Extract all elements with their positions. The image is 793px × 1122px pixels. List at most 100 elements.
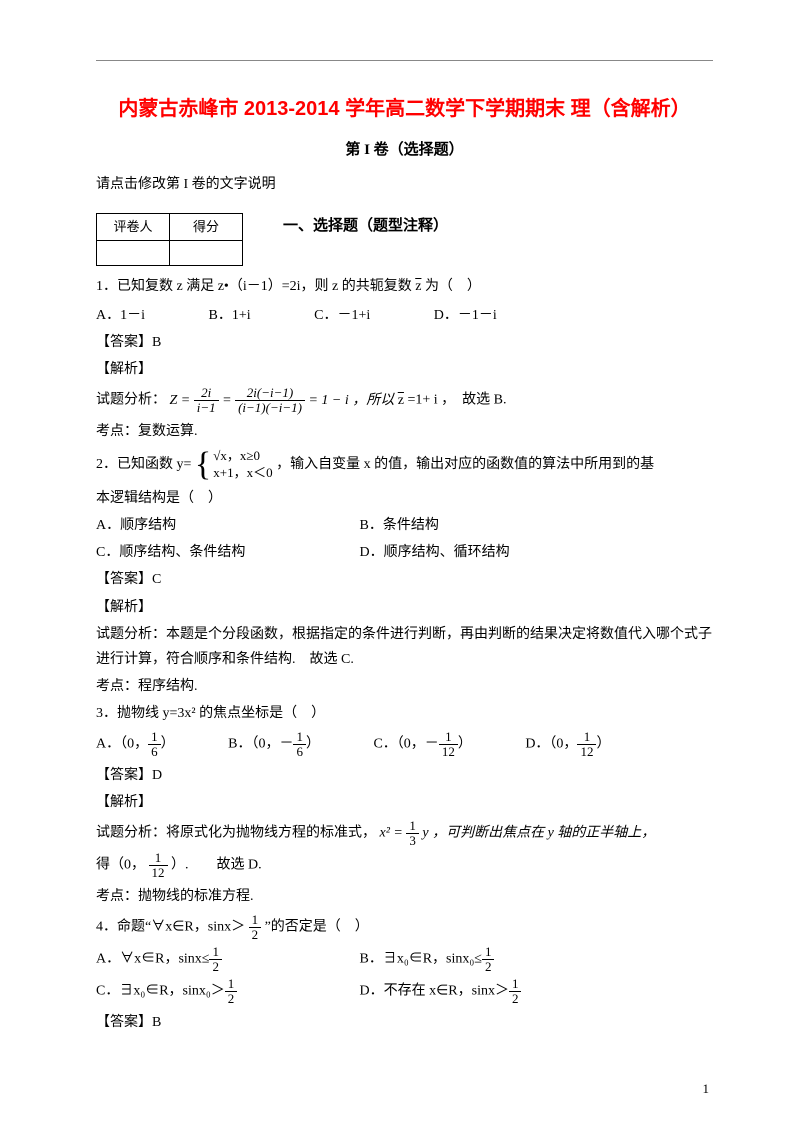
page-number: 1 <box>703 1077 710 1100</box>
q3-kaodian: 考点：抛物线的标准方程. <box>96 884 713 909</box>
q1-f1n: 2i <box>194 386 219 401</box>
q3-ana-c-a: 得（0， <box>96 858 145 873</box>
q4-stem-a: 4．命题“∀x∈R，sinx＞ <box>96 919 245 934</box>
q3-a-r: ） <box>161 737 175 752</box>
q3-b-r: ） <box>306 737 320 752</box>
f: 2 <box>482 960 495 974</box>
f: 2 <box>509 992 522 1006</box>
q1-f2n: 2i(−i−1) <box>235 386 305 401</box>
q4-a: A．∀x∈R，sinx≤ <box>96 952 209 967</box>
q3-stem: 3．抛物线 y=3x² 的焦点坐标是（ ） <box>96 701 713 726</box>
grader-cell <box>97 240 170 265</box>
f: 1 <box>439 730 458 745</box>
q2-analysis: 试题分析：本题是个分段函数，根据指定的条件进行判断，再由判断的结果决定将数值代入… <box>96 622 713 672</box>
subtitle: 第 I 卷（选择题） <box>96 137 713 164</box>
q3-opt-c: C．（0，－112） <box>373 730 471 758</box>
f: 1 <box>249 913 262 928</box>
top-rule <box>96 60 713 61</box>
q4-c: C．∃x₀∈R，sinx₀＞ <box>96 984 225 999</box>
q1-f2d: (i−1)(−i−1) <box>235 401 305 415</box>
q4-d: D．不存在 x∈R，sinx＞ <box>360 984 509 999</box>
q2-options-row2: C．顺序结构、条件结构 D．顺序结构、循环结构 <box>96 540 713 565</box>
brace-icon: { <box>195 448 211 482</box>
q4-opt-d: D．不存在 x∈R，sinx＞12 <box>360 977 522 1005</box>
q4-row2: C．∃x₀∈R，sinx₀＞12 D．不存在 x∈R，sinx＞12 <box>96 977 713 1005</box>
q1-opt-a: A．1－i <box>96 303 145 328</box>
f: 1 <box>149 851 168 866</box>
f: 1 <box>406 819 419 834</box>
section-heading: 一、选择题（题型注释） <box>283 213 448 240</box>
q2-jiexi: 【解析】 <box>96 595 713 620</box>
z-conjugate-icon: z <box>398 388 404 413</box>
q3-d-l: D．（0， <box>525 737 577 752</box>
q3-analysis-2: 得（0， 112 ）. 故选 D. <box>96 851 713 879</box>
q1-eq2: = 1 − i ，所以 <box>308 393 397 408</box>
q1-jiexi: 【解析】 <box>96 357 713 382</box>
q2-kaodian: 考点：程序结构. <box>96 674 713 699</box>
q4-row1: A．∀x∈R，sinx≤12 B．∃x₀∈R，sinx₀≤12 <box>96 945 713 973</box>
f: 1 <box>225 977 238 992</box>
q3-answer: 【答案】D <box>96 763 713 788</box>
section-row: 评卷人 得分 一、选择题（题型注释） <box>96 207 713 269</box>
q3-formula: x² = <box>380 826 407 841</box>
f: 1 <box>209 945 222 960</box>
q3-opt-a: A．（0，16） <box>96 730 175 758</box>
q2-stem: 2．已知函数 y= { √x，x≥0 x+1，x＜0 ，输入自变量 x 的值，输… <box>96 448 713 482</box>
q1-eq1: = <box>222 393 235 408</box>
grader-h1: 评卷人 <box>97 214 170 240</box>
q2-stem-a: 2．已知函数 y= <box>96 457 191 472</box>
q3-b-l: B．（0，－ <box>228 737 293 752</box>
f: 1 <box>482 945 495 960</box>
q1-formula: Z = 2ii−1 = 2i(−i−1)(i−1)(−i−1) = 1 − i … <box>170 393 398 408</box>
q1-f1d: i−1 <box>194 401 219 415</box>
q3-options: A．（0，16） B．（0，－16） C．（0，－112） D．（0，112） <box>96 730 713 758</box>
f: 6 <box>148 745 161 759</box>
q4-stem-b: ”的否定是（ ） <box>265 919 369 934</box>
q4-opt-b: B．∃x₀∈R，sinx₀≤12 <box>360 945 495 973</box>
f: 12 <box>577 745 596 759</box>
q3-jiexi: 【解析】 <box>96 790 713 815</box>
q3-ana-c-b: ）. 故选 D. <box>171 858 262 873</box>
q1-f-lead: Z = <box>170 393 194 408</box>
q3-opt-b: B．（0，－16） <box>228 730 320 758</box>
q2-stem-c: 本逻辑结构是（ ） <box>96 486 713 511</box>
doc-title: 内蒙古赤峰市 2013-2014 学年高二数学下学期期末 理（含解析） <box>96 91 713 127</box>
q3-c-r: ） <box>458 737 472 752</box>
q1-kaodian: 考点：复数运算. <box>96 419 713 444</box>
q1-ana-label: 试题分析： <box>96 393 166 408</box>
q3-ana-a: 试题分析：将原式化为抛物线方程的标准式， <box>96 826 376 841</box>
q1-opt-d: D．－1－i <box>434 303 497 328</box>
q3-d-r: ） <box>596 737 610 752</box>
q1-stem-b: 为（ ） <box>425 279 481 294</box>
q3-ana-b: y ，可判断出焦点在 y 轴的正半轴上， <box>422 826 655 841</box>
q1-stem-a: 1．已知复数 z 满足 z•（i－1）=2i，则 z 的共轭复数 <box>96 279 412 294</box>
f: 1 <box>577 730 596 745</box>
f: 12 <box>149 866 168 880</box>
q2-opt-c: C．顺序结构、条件结构 <box>96 540 356 565</box>
q4-b: B．∃x₀∈R，sinx₀≤ <box>360 952 482 967</box>
q2-options-row1: A．顺序结构 B．条件结构 <box>96 513 713 538</box>
q2-opt-a: A．顺序结构 <box>96 513 356 538</box>
f: 2 <box>209 960 222 974</box>
f: 1 <box>293 730 306 745</box>
z-conjugate-icon: z <box>415 274 421 299</box>
f: 3 <box>406 834 419 848</box>
instruction: 请点击修改第 I 卷的文字说明 <box>96 172 713 197</box>
grader-cell <box>170 240 243 265</box>
q4-stem: 4．命题“∀x∈R，sinx＞ 12 ”的否定是（ ） <box>96 913 713 941</box>
q1-eq3: =1+ i ， 故选 B. <box>407 393 506 408</box>
q1-analysis: 试题分析： Z = 2ii−1 = 2i(−i−1)(i−1)(−i−1) = … <box>96 386 713 414</box>
q1-answer: 【答案】B <box>96 330 713 355</box>
q3-c-l: C．（0，－ <box>373 737 438 752</box>
q2-piece1: √x，x≥0 <box>213 448 272 465</box>
f: 6 <box>293 745 306 759</box>
q4-answer: 【答案】B <box>96 1010 713 1035</box>
q4-opt-c: C．∃x₀∈R，sinx₀＞12 <box>96 977 356 1005</box>
f: 2 <box>225 992 238 1006</box>
q1-opt-c: C．－1+i <box>314 303 370 328</box>
q3-a-l: A．（0， <box>96 737 148 752</box>
f: 1 <box>509 977 522 992</box>
q4-opt-a: A．∀x∈R，sinx≤12 <box>96 945 356 973</box>
q1-options: A．1－i B．1+i C．－1+i D．－1－i <box>96 303 713 328</box>
f: 12 <box>439 745 458 759</box>
